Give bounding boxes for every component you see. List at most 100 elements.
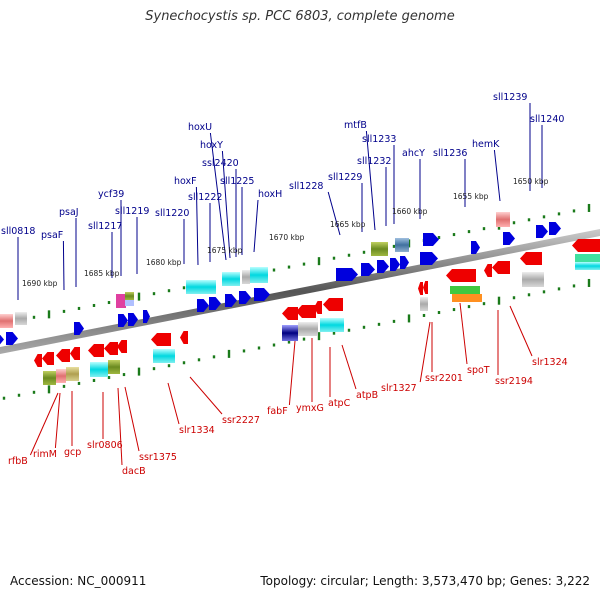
lower-tick-track-tick: [377, 322, 381, 326]
forward-gene: [420, 252, 438, 265]
upper-tick-track-tick: [287, 265, 291, 269]
scale-label: 1690 kbp: [22, 279, 58, 288]
forward-gene: [400, 256, 409, 269]
reverse-gene: [572, 239, 600, 252]
forward-gene-label: sll1232: [357, 156, 391, 167]
forward-gene: [239, 291, 251, 304]
gene-box: [125, 292, 134, 300]
lower-tick-track-tick: [272, 343, 276, 347]
upper-tick-track-tick: [467, 230, 471, 234]
gene-box: [242, 270, 250, 284]
forward-gene-label: hoxH: [258, 189, 282, 200]
scale-label: 1675 kbp: [207, 246, 243, 255]
scale-label: 1660 kbp: [392, 207, 428, 216]
reverse-gene: [88, 344, 104, 357]
gene-box: [116, 294, 126, 308]
leader-line: [62, 240, 65, 291]
lower-tick-track-tick: [587, 278, 591, 287]
forward-gene: [225, 294, 237, 307]
scale-label: 1650 kbp: [513, 177, 549, 186]
forward-gene-label: sll1228: [289, 181, 323, 192]
gene-box: [395, 238, 409, 252]
upper-tick-track-tick: [182, 286, 186, 290]
gene-box: [320, 318, 344, 332]
forward-gene: [377, 260, 389, 273]
gene-box: [222, 272, 240, 286]
forward-gene: [390, 258, 400, 271]
reverse-gene: [323, 298, 343, 311]
reverse-gene: [56, 349, 70, 362]
forward-gene-label: hoxF: [174, 176, 197, 187]
scale-label: 1655 kbp: [453, 192, 489, 201]
forward-gene: [118, 314, 128, 327]
upper-tick-track-tick: [62, 309, 66, 313]
lower-tick-track-tick: [152, 367, 156, 371]
forward-gene-label: sll1239: [493, 92, 527, 103]
reverse-gene-label: ssr2194: [495, 376, 533, 387]
reverse-gene: [180, 331, 188, 344]
lower-tick-track-tick: [392, 319, 396, 323]
leader-line: [493, 149, 501, 202]
scale-label: 1665 kbp: [330, 220, 366, 229]
reverse-gene: [42, 352, 54, 365]
forward-gene-label: sll1225: [220, 176, 254, 187]
lower-tick-track-tick: [287, 340, 291, 344]
upper-tick-track-tick: [92, 303, 96, 307]
reverse-gene-label: dacB: [122, 466, 146, 477]
lower-tick-track-tick: [452, 308, 456, 312]
gene-box: [371, 242, 388, 256]
gene-labels: 1690 kbp 1685 kbp 1680 kbp 1675 kbp 1670 kbp…: [1, 92, 568, 477]
forward-gene: [143, 310, 150, 323]
lower-tick-track-tick: [512, 296, 516, 300]
forward-gene-label: sll1229: [328, 172, 362, 183]
reverse-gene: [104, 342, 118, 355]
reverse-gene: [492, 261, 510, 274]
leader-line: [117, 387, 123, 466]
reverse-gene: [70, 347, 80, 360]
genome-backbone: [0, 229, 600, 354]
forward-gene-label: sll1240: [530, 114, 564, 125]
leader-line: [167, 382, 180, 425]
lower-tick-track-tick: [407, 314, 411, 323]
lower-tick-track-tick: [362, 325, 366, 329]
leader-line: [54, 392, 61, 449]
reverse-gene-label: atpC: [328, 398, 351, 409]
upper-tick-track-tick: [317, 257, 321, 266]
upper-tick-track-tick: [107, 301, 111, 305]
forward-gene-label: mtfB: [344, 120, 367, 131]
upper-tick-track-tick: [362, 250, 366, 254]
forward-gene-label: sll1222: [188, 192, 222, 203]
upper-tick-track-tick: [392, 244, 396, 248]
reverse-gene-label: rimM: [33, 449, 57, 460]
gene-box: [450, 286, 480, 294]
upper-tick-track-tick: [302, 262, 306, 266]
scale-label: 1685 kbp: [84, 269, 120, 278]
forward-gene: [336, 268, 358, 281]
forward-gene: [197, 299, 209, 312]
lower-tick-track-tick: [122, 373, 126, 377]
lower-tick-track-tick: [347, 328, 351, 332]
forward-gene: [254, 288, 270, 301]
upper-tick-track-tick: [167, 289, 171, 293]
upper-tick-track-tick: [437, 236, 441, 240]
upper-tick-track-tick: [152, 292, 156, 296]
forward-gene: [6, 332, 18, 345]
gene-box: [56, 369, 66, 383]
gene-box: [66, 367, 79, 381]
leader-line: [195, 186, 199, 266]
lower-tick-track-tick: [2, 396, 6, 400]
topology-text: Topology: circular; Length: 3,573,470 bp…: [260, 574, 590, 588]
forward-gene-label: hoxU: [188, 122, 212, 133]
forward-gene-label: sll0818: [1, 226, 35, 237]
reverse-gene: [446, 269, 476, 282]
gene-box: [186, 280, 216, 294]
gene-box: [282, 325, 298, 341]
lower-tick-track-tick: [77, 381, 81, 385]
leader-line: [365, 130, 376, 231]
forward-gene: [0, 334, 4, 345]
gene-box: [420, 297, 428, 311]
forward-gene: [471, 241, 480, 254]
forward-gene-label: psaJ: [59, 207, 79, 218]
lower-tick-track-tick: [212, 355, 216, 359]
